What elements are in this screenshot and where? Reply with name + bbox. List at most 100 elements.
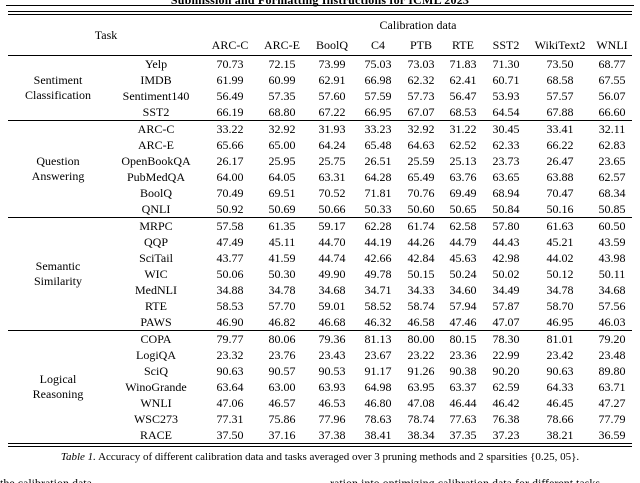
task-name: IMDB xyxy=(140,72,172,87)
cell-value: 31.22 xyxy=(442,120,484,137)
cell-value: 63.37 xyxy=(449,379,477,394)
cell-value: 45.11 xyxy=(268,234,296,249)
cell-value: 34.60 xyxy=(449,282,477,297)
table-row: QNLI 50.92 50.69 50.66 50.33 50.60 50.65 50.84 5… xyxy=(8,201,632,218)
cell-value: 46.53 xyxy=(318,395,346,410)
table-row: BoolQ 70.49 69.51 70.52 71.81 70.76 69.49 68.94… xyxy=(8,185,632,201)
task-name: ARC-C xyxy=(108,120,204,137)
cell-value: 64.28 xyxy=(364,169,392,184)
cell-value: 67.55 xyxy=(598,72,626,87)
task-name: QNLI xyxy=(141,201,171,216)
cell-value: 50.33 xyxy=(364,201,392,216)
table-row: LogiQA 23.32 23.76 23.43 23.67 23.22 23.36 22.9… xyxy=(8,347,632,363)
table-row: QQP 47.49 45.11 44.70 44.19 44.26 44.79 44.43 45… xyxy=(8,234,632,250)
task-name: PubMedQA xyxy=(126,169,185,184)
cell-value: 50.24 xyxy=(449,266,477,281)
cell-value: 50.30 xyxy=(268,266,296,281)
cell-value: 34.88 xyxy=(216,282,244,297)
task-name: PAWS xyxy=(140,314,172,329)
cell-value: 77.79 xyxy=(598,411,626,426)
cell-value: 32.92 xyxy=(400,120,442,137)
column-header-arc-e: ARC-E xyxy=(256,35,308,56)
cell-value: 37.23 xyxy=(492,427,520,442)
cell-value: 72.15 xyxy=(256,55,308,72)
cell-value: 23.42 xyxy=(546,347,574,362)
cell-value: 50.69 xyxy=(268,201,296,216)
cell-value: 23.73 xyxy=(492,153,520,168)
cell-value: 46.42 xyxy=(492,395,520,410)
task-name: Yelp xyxy=(108,55,204,72)
cell-value: 23.48 xyxy=(598,347,626,362)
cell-value: 34.68 xyxy=(598,282,626,297)
cell-value: 75.03 xyxy=(356,55,400,72)
task-name: SciTail xyxy=(139,250,173,265)
table-row: PubMedQA 64.00 64.05 63.31 64.28 65.49 63.76 63… xyxy=(8,169,632,185)
cell-value: 57.80 xyxy=(484,217,528,234)
cell-value: 26.47 xyxy=(546,153,574,168)
cell-value: 63.76 xyxy=(449,169,477,184)
cell-value: 62.83 xyxy=(598,137,626,152)
cell-value: 77.63 xyxy=(449,411,477,426)
cell-value: 64.98 xyxy=(364,379,392,394)
column-header-arc-c: ARC-C xyxy=(204,35,256,56)
cell-value: 50.11 xyxy=(598,266,626,281)
cell-value: 41.59 xyxy=(268,250,296,265)
cell-value: 60.50 xyxy=(592,217,633,234)
cell-value: 45.63 xyxy=(449,250,477,265)
cell-value: 90.63 xyxy=(216,363,244,378)
cell-value: 66.95 xyxy=(364,104,392,119)
cell-value: 57.57 xyxy=(546,88,574,103)
cell-value: 50.06 xyxy=(216,266,244,281)
cell-value: 42.98 xyxy=(492,250,520,265)
running-title: Submission and Formatting Instructions f… xyxy=(170,0,470,7)
cell-value: 62.28 xyxy=(356,217,400,234)
group-label: Question Answering xyxy=(8,120,108,218)
column-header-boolq: BoolQ xyxy=(308,35,356,56)
cell-value: 47.49 xyxy=(216,234,244,249)
cell-value: 57.87 xyxy=(492,298,520,313)
cell-value: 62.58 xyxy=(442,217,484,234)
cell-value: 49.90 xyxy=(318,266,346,281)
cell-value: 50.66 xyxy=(318,201,346,216)
cell-value: 50.65 xyxy=(449,201,477,216)
table-caption: Table 1. Accuracy of different calibrati… xyxy=(0,451,640,463)
table-row: MedNLI 34.88 34.78 34.68 34.71 34.33 34.60 34.4… xyxy=(8,282,632,298)
cell-value: 63.93 xyxy=(318,379,346,394)
cell-value: 66.19 xyxy=(216,104,244,119)
cell-value: 60.71 xyxy=(492,72,520,87)
cell-value: 43.98 xyxy=(598,250,626,265)
cell-value: 25.75 xyxy=(318,153,346,168)
cell-value: 64.00 xyxy=(216,169,244,184)
cell-value: 57.56 xyxy=(598,298,626,313)
caption-text: Accuracy of different calibration data a… xyxy=(98,451,580,463)
cell-value: 34.33 xyxy=(407,282,435,297)
cell-value: 50.92 xyxy=(216,201,244,216)
cell-value: 63.71 xyxy=(598,379,626,394)
cell-value: 73.03 xyxy=(400,55,442,72)
cell-value: 30.45 xyxy=(484,120,528,137)
table-row: Question Answering ARC-C 33.22 32.92 31.93 33.… xyxy=(8,120,633,218)
header-row-1: Task Calibration data xyxy=(8,13,632,56)
cell-value: 44.79 xyxy=(449,234,477,249)
cell-value: 50.12 xyxy=(546,266,574,281)
cell-value: 62.59 xyxy=(492,379,520,394)
cell-value: 22.99 xyxy=(492,347,520,362)
cell-value: 50.60 xyxy=(407,201,435,216)
cell-value: 60.99 xyxy=(268,72,296,87)
cell-value: 46.44 xyxy=(449,395,477,410)
cell-value: 58.52 xyxy=(364,298,392,313)
table-row: Logical Reasoning COPA 79.77 80.06 79.36 81.13… xyxy=(8,330,633,445)
cell-value: 62.91 xyxy=(318,72,346,87)
cell-value: 78.30 xyxy=(484,330,528,347)
table-row: SST2 66.19 68.80 67.22 66.95 67.07 68.53 64.54 6… xyxy=(8,104,632,121)
cell-value: 68.34 xyxy=(598,185,626,200)
column-header-c4: C4 xyxy=(356,35,400,56)
cell-value: 50.16 xyxy=(546,201,574,216)
cell-value: 69.51 xyxy=(268,185,296,200)
cell-value: 90.57 xyxy=(268,363,296,378)
cell-value: 56.49 xyxy=(216,88,244,103)
cell-value: 57.60 xyxy=(318,88,346,103)
cell-value: 32.11 xyxy=(592,120,633,137)
cell-value: 25.13 xyxy=(449,153,477,168)
